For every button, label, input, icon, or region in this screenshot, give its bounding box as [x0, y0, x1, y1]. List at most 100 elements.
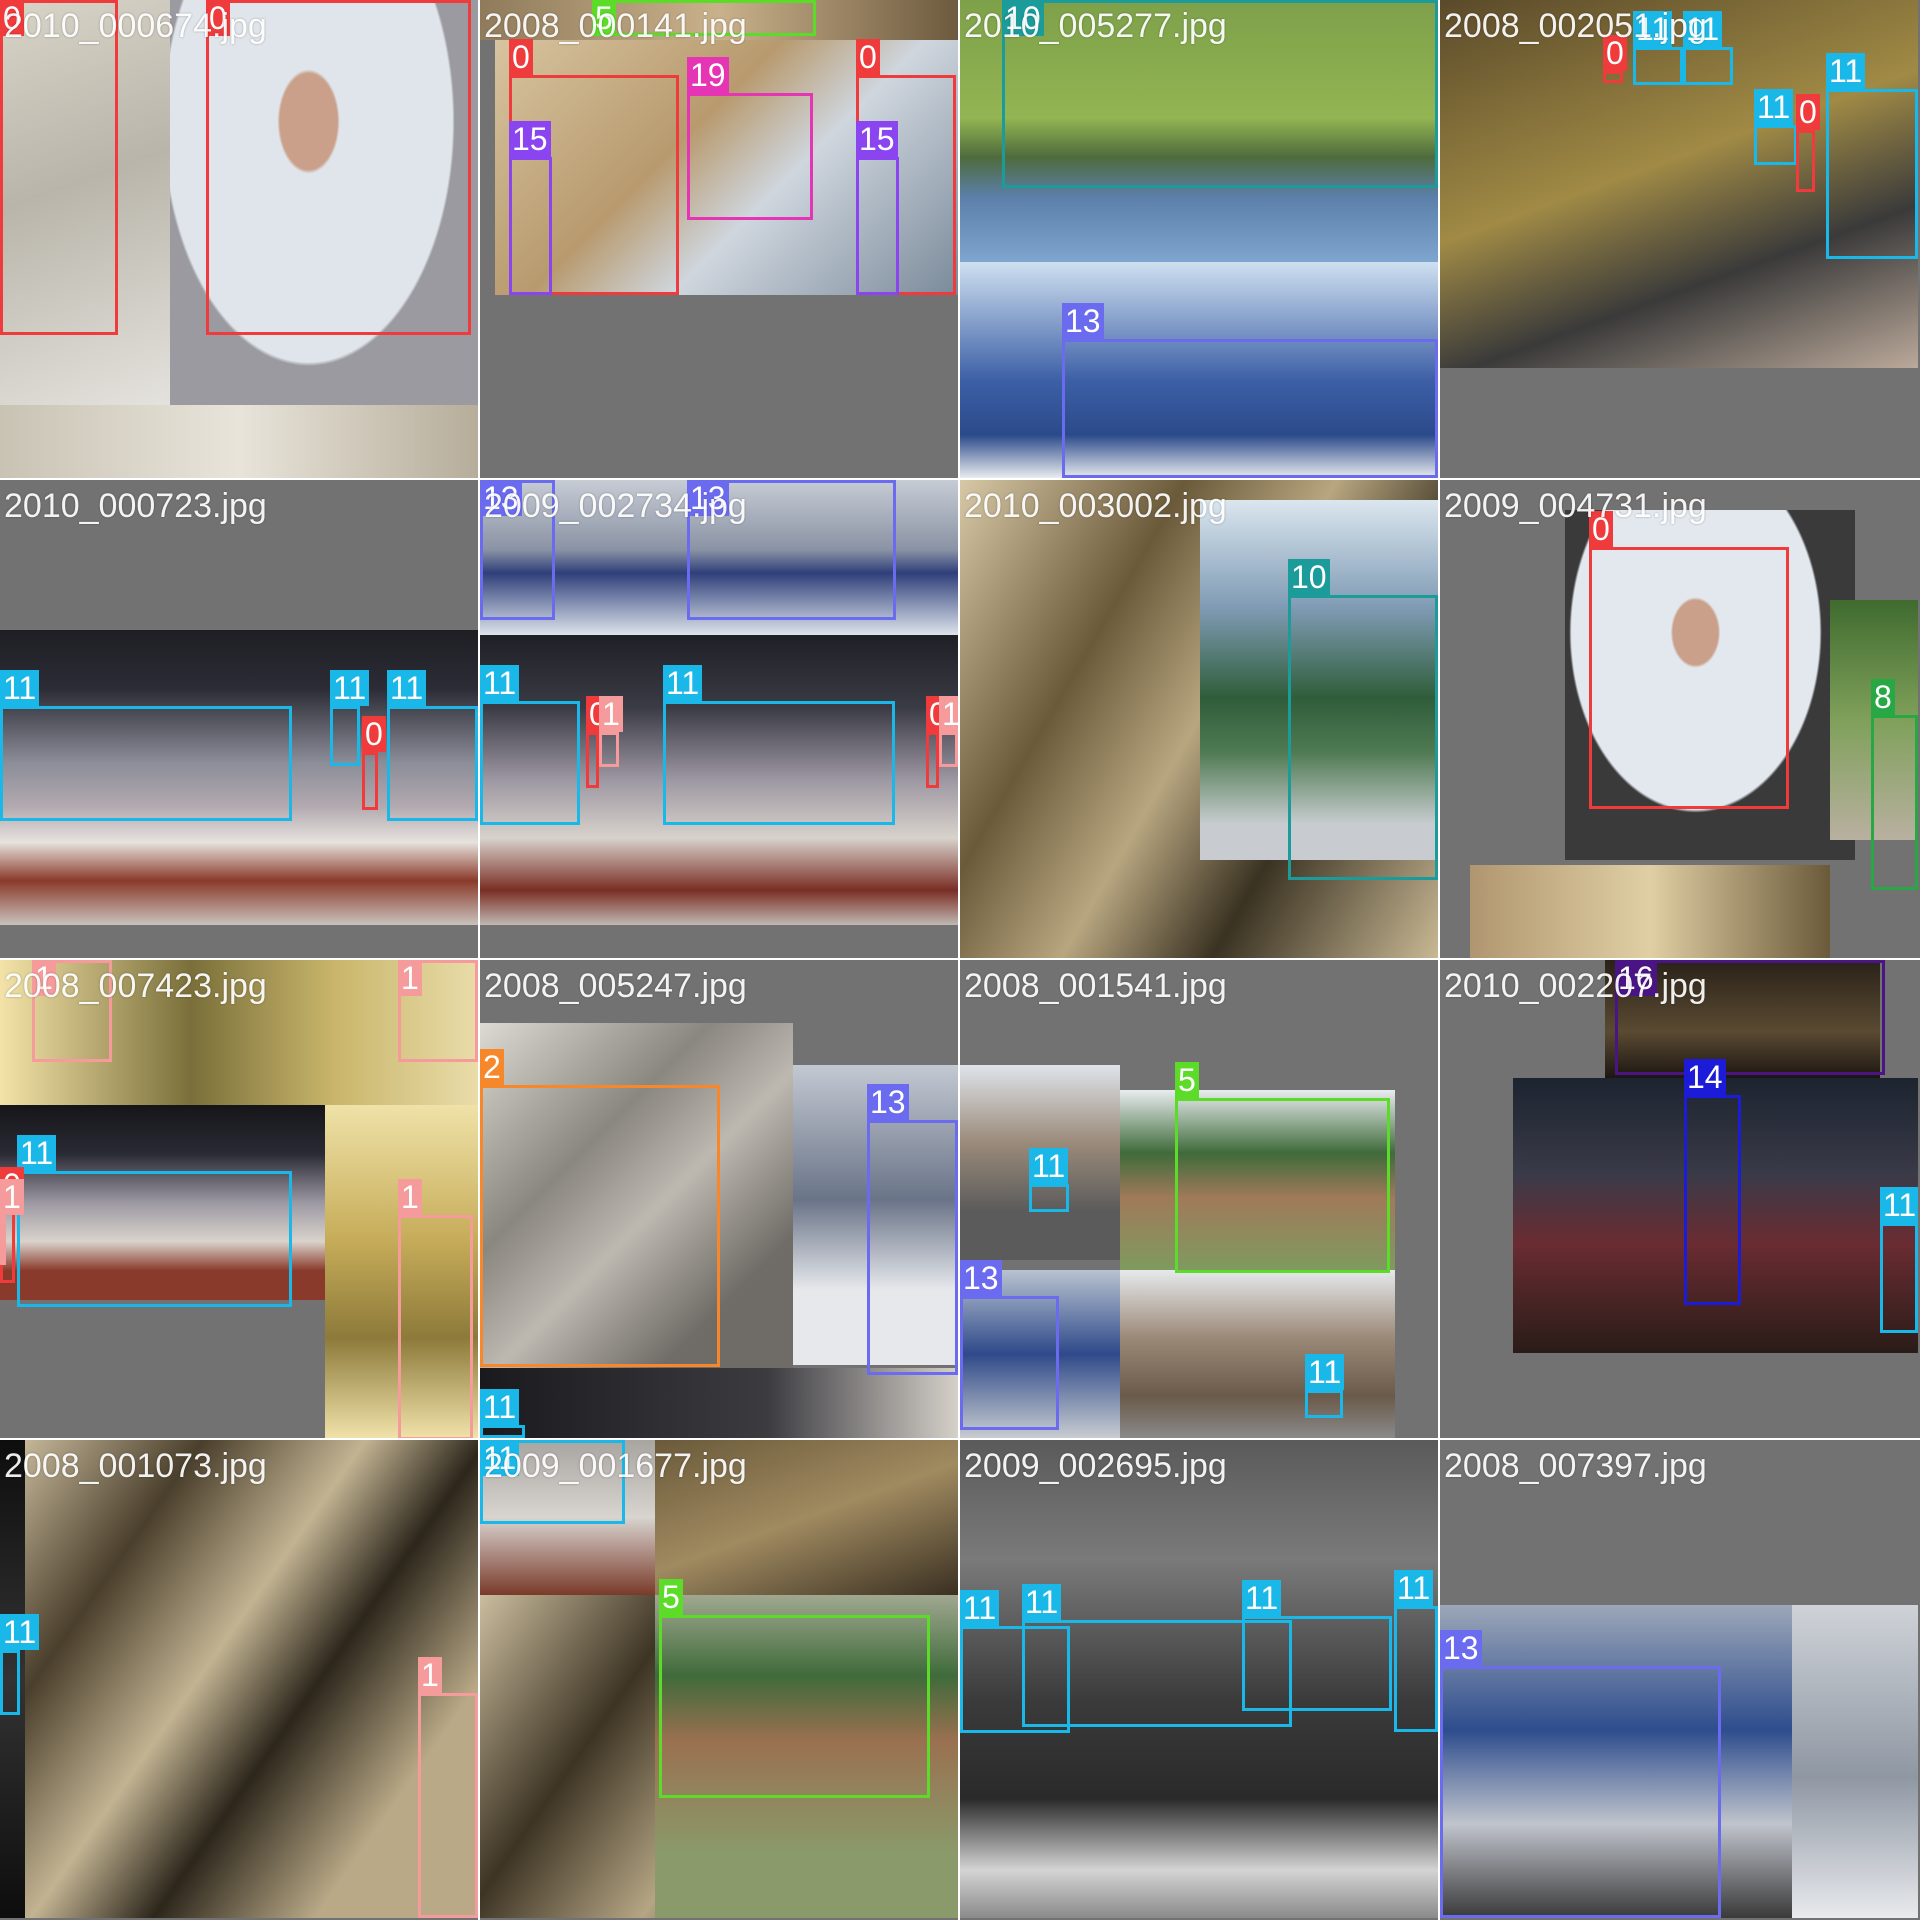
- bounding-box: [659, 1615, 930, 1798]
- image-filename: 2009_002734.jpg: [484, 487, 747, 525]
- class-label: 1: [0, 1179, 24, 1215]
- mosaic-tile: 0 8 2009_004731.jpg: [1440, 480, 1918, 958]
- bounding-box: [0, 0, 118, 335]
- bounding-box: [330, 706, 360, 766]
- bounding-box: [480, 1425, 525, 1438]
- class-label: 11: [1826, 53, 1866, 89]
- class-label: 11: [0, 1614, 40, 1650]
- image-patch: [1440, 1605, 1792, 1918]
- mosaic-tile: 11 1 2008_001073.jpg: [0, 1440, 478, 1918]
- mosaic-tile: 10 13 2010_005277.jpg: [960, 0, 1438, 478]
- class-label: 11: [1305, 1354, 1345, 1390]
- bounding-box: [599, 732, 619, 767]
- image-filename: 2008_007397.jpg: [1444, 1447, 1707, 1485]
- class-label: 10: [1288, 559, 1330, 595]
- image-filename: 2010_003002.jpg: [964, 487, 1227, 525]
- class-label: 5: [592, 0, 616, 36]
- grid-divider: [0, 958, 1920, 960]
- image-patch: [960, 1440, 1438, 1918]
- class-label: 1: [418, 1657, 442, 1693]
- class-label: 0: [1796, 94, 1820, 130]
- bounding-box: [1826, 89, 1918, 259]
- bounding-box: [1871, 715, 1918, 890]
- mosaic-tile: 11 5 2009_001677.jpg: [480, 1440, 958, 1918]
- class-label: 11: [1880, 1187, 1918, 1223]
- bounding-box: [362, 752, 378, 810]
- bounding-box: [1002, 0, 1438, 188]
- class-label: 11: [387, 670, 427, 706]
- bounding-box: [0, 706, 292, 821]
- grid-divider: [1438, 0, 1440, 1920]
- image-filename: 2010_000674.jpg: [4, 7, 267, 45]
- image-patch: [480, 1368, 958, 1438]
- bounding-box: [398, 960, 478, 1062]
- bounding-box: [1062, 339, 1438, 478]
- bounding-box: [960, 1296, 1059, 1430]
- bounding-box: [586, 732, 599, 788]
- class-label: 13: [867, 1084, 909, 1120]
- bounding-box: [939, 732, 958, 767]
- class-label: 15: [856, 121, 898, 157]
- class-label: 5: [1175, 1062, 1199, 1098]
- bounding-box: [926, 732, 939, 788]
- class-label: 11: [1754, 89, 1794, 125]
- bounding-box: [1589, 547, 1789, 809]
- image-filename: 2008_000141.jpg: [484, 7, 747, 45]
- image-filename: 2009_001677.jpg: [484, 1447, 747, 1485]
- image-patch: [480, 635, 958, 925]
- image-patch: [1792, 1605, 1918, 1918]
- bounding-box: [663, 701, 895, 825]
- bounding-box: [1615, 960, 1885, 1075]
- image-patch: [1120, 1090, 1395, 1270]
- image-patch: [480, 1023, 793, 1368]
- bounding-box: [1394, 1606, 1438, 1732]
- grid-divider: [0, 1438, 1920, 1440]
- bounding-box: [687, 480, 896, 620]
- class-label: 10: [1002, 0, 1044, 36]
- class-label: 11: [960, 1590, 1000, 1626]
- image-filename: 2010_005277.jpg: [964, 7, 1227, 45]
- bounding-box: [1029, 1184, 1069, 1212]
- class-label: 11: [1394, 1570, 1434, 1606]
- image-filename: 2009_004731.jpg: [1444, 487, 1707, 525]
- image-patch: [655, 1595, 958, 1918]
- class-label: 16: [1615, 960, 1657, 996]
- mosaic-tile: 2 13 11 2008_005247.jpg: [480, 960, 958, 1438]
- image-patch: [170, 0, 478, 405]
- class-label: 13: [960, 1260, 1002, 1296]
- class-label: 11: [1029, 1148, 1069, 1184]
- class-label: 0: [1603, 35, 1627, 71]
- bounding-box: [398, 1215, 473, 1438]
- grid-divider: [0, 478, 1920, 480]
- image-patch: [1470, 865, 1830, 958]
- class-label: 11: [480, 1440, 520, 1476]
- mosaic-tile: 10 2010_003002.jpg: [960, 480, 1438, 958]
- class-label: 1: [398, 1179, 422, 1215]
- class-label: 11: [1022, 1584, 1062, 1620]
- class-label: 13: [1062, 303, 1104, 339]
- class-label: 5: [659, 1579, 683, 1615]
- class-label: 11: [1242, 1580, 1282, 1616]
- class-label: 2: [480, 1049, 504, 1085]
- mosaic-tile: 11 11 0 11 11 0 2008_002051.jpg: [1440, 0, 1918, 478]
- image-filename: 2008_001541.jpg: [964, 967, 1227, 1005]
- class-label: 1: [599, 696, 623, 732]
- mosaic-tile: 13 13 11 11 0 1 0 1 2009_002734.jpg: [480, 480, 958, 958]
- class-label: 0: [1589, 511, 1613, 547]
- bounding-box: [1684, 1095, 1741, 1305]
- class-label: 0: [206, 0, 230, 36]
- class-label: 11: [1633, 11, 1673, 47]
- grid-divider: [478, 0, 480, 1920]
- class-label: 11: [0, 670, 40, 706]
- bounding-box: [1796, 130, 1815, 192]
- image-patch: [960, 0, 1438, 262]
- bounding-box: [1683, 47, 1733, 85]
- class-label: 11: [1683, 11, 1723, 47]
- bounding-box: [1175, 1098, 1390, 1273]
- image-patch: [1565, 510, 1855, 860]
- mosaic-tile: 5 11 13 11 2008_001541.jpg: [960, 960, 1438, 1438]
- bounding-box: [0, 1650, 20, 1715]
- image-patch: [1120, 1270, 1395, 1438]
- bounding-box: [687, 93, 813, 220]
- image-patch: [325, 1105, 478, 1438]
